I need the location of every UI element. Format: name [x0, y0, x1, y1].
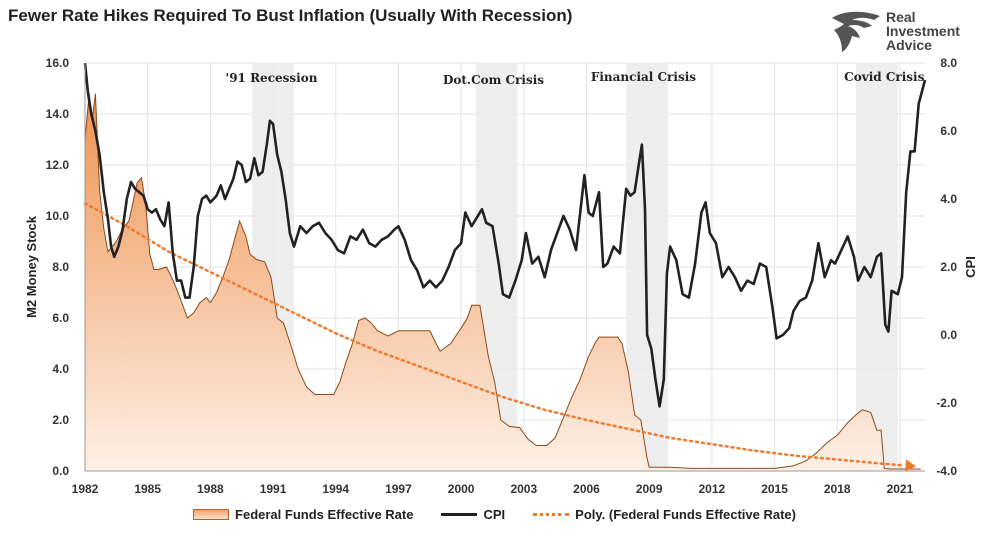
- series-outline-fed-funds: [84, 93, 921, 470]
- recession-label: Covid Crisis: [844, 70, 924, 84]
- y-left-tick-label: 16.0: [46, 56, 70, 70]
- x-tick-label: 2009: [636, 482, 663, 496]
- y-right-tick-label: -4.0: [936, 464, 957, 478]
- y-left-tick-label: 0.0: [52, 464, 69, 478]
- legend-swatch-area: [193, 508, 230, 520]
- y-right-tick-label: 0.0: [940, 328, 957, 342]
- x-tick-label: 1985: [134, 482, 161, 496]
- x-tick-label: 1994: [322, 482, 349, 496]
- eagle-icon: [832, 11, 880, 53]
- logo-text: Real Investment Advice: [886, 9, 960, 53]
- x-tick-label: 2021: [887, 482, 914, 496]
- y-left-tick-label: 14.0: [46, 107, 70, 121]
- chart-legend: Federal Funds Effective Rate CPI Poly. (…: [0, 503, 989, 525]
- y-right-axis-title: CPI: [963, 256, 978, 278]
- x-tick-label: 2012: [699, 482, 726, 496]
- x-tick-label: 2000: [448, 482, 475, 496]
- x-tick-label: 2006: [573, 482, 600, 496]
- legend-swatch-dotted: [533, 512, 570, 516]
- x-tick-label: 1991: [260, 482, 287, 496]
- y-left-tick-label: 4.0: [52, 362, 69, 376]
- y-right-tick-label: 6.0: [940, 124, 957, 138]
- x-tick-label: 2018: [824, 482, 851, 496]
- y-left-tick-label: 10.0: [46, 209, 70, 223]
- y-right-tick-label: 2.0: [940, 260, 957, 274]
- legend-swatch-line: [441, 512, 478, 516]
- y-left-tick-label: 8.0: [52, 260, 69, 274]
- real-investment-advice-logo: Real Investment Advice: [830, 8, 980, 54]
- legend-item-cpi: CPI: [441, 507, 505, 522]
- series-line-poly-trend: [83, 202, 906, 467]
- y-right-tick-label: 4.0: [940, 192, 957, 206]
- x-tick-label: 1982: [72, 482, 99, 496]
- y-right-tick-label: 8.0: [940, 56, 957, 70]
- y-left-tick-label: 2.0: [52, 413, 69, 427]
- legend-item-fed-funds: Federal Funds Effective Rate: [193, 507, 413, 522]
- legend-label-poly: Poly. (Federal Funds Effective Rate): [575, 506, 796, 522]
- legend-label-cpi: CPI: [483, 506, 506, 522]
- recession-label: Financial Crisis: [591, 70, 696, 84]
- x-tick-label: 1997: [385, 482, 412, 496]
- series-line-cpi: [83, 62, 927, 408]
- recession-label: Dot.Com Crisis: [443, 73, 544, 87]
- chart-title: Fewer Rate Hikes Required To Bust Inflat…: [8, 6, 573, 25]
- poly-trend-arrowhead: [905, 459, 917, 472]
- chart-plot: 0.0 2.0 4.0 6.0 8.0 10.0 12.0 14.0 16.0 -4.0 -2.0 0…: [24, 56, 978, 496]
- x-tick-label: 2003: [510, 482, 537, 496]
- recession-label: '91 Recession: [226, 71, 318, 85]
- x-tick-label: 2015: [761, 482, 788, 496]
- legend-item-poly: Poly. (Federal Funds Effective Rate): [533, 507, 796, 522]
- y-left-axis-title: M2 Money Stock: [24, 215, 39, 318]
- y-left-tick-label: 12.0: [46, 158, 70, 172]
- y-left-tick-label: 6.0: [52, 311, 69, 325]
- y-right-tick-label: -2.0: [936, 396, 957, 410]
- x-tick-label: 1988: [197, 482, 224, 496]
- series-area-fed-funds: [85, 93, 921, 471]
- legend-label-fed-funds: Federal Funds Effective Rate: [235, 506, 414, 522]
